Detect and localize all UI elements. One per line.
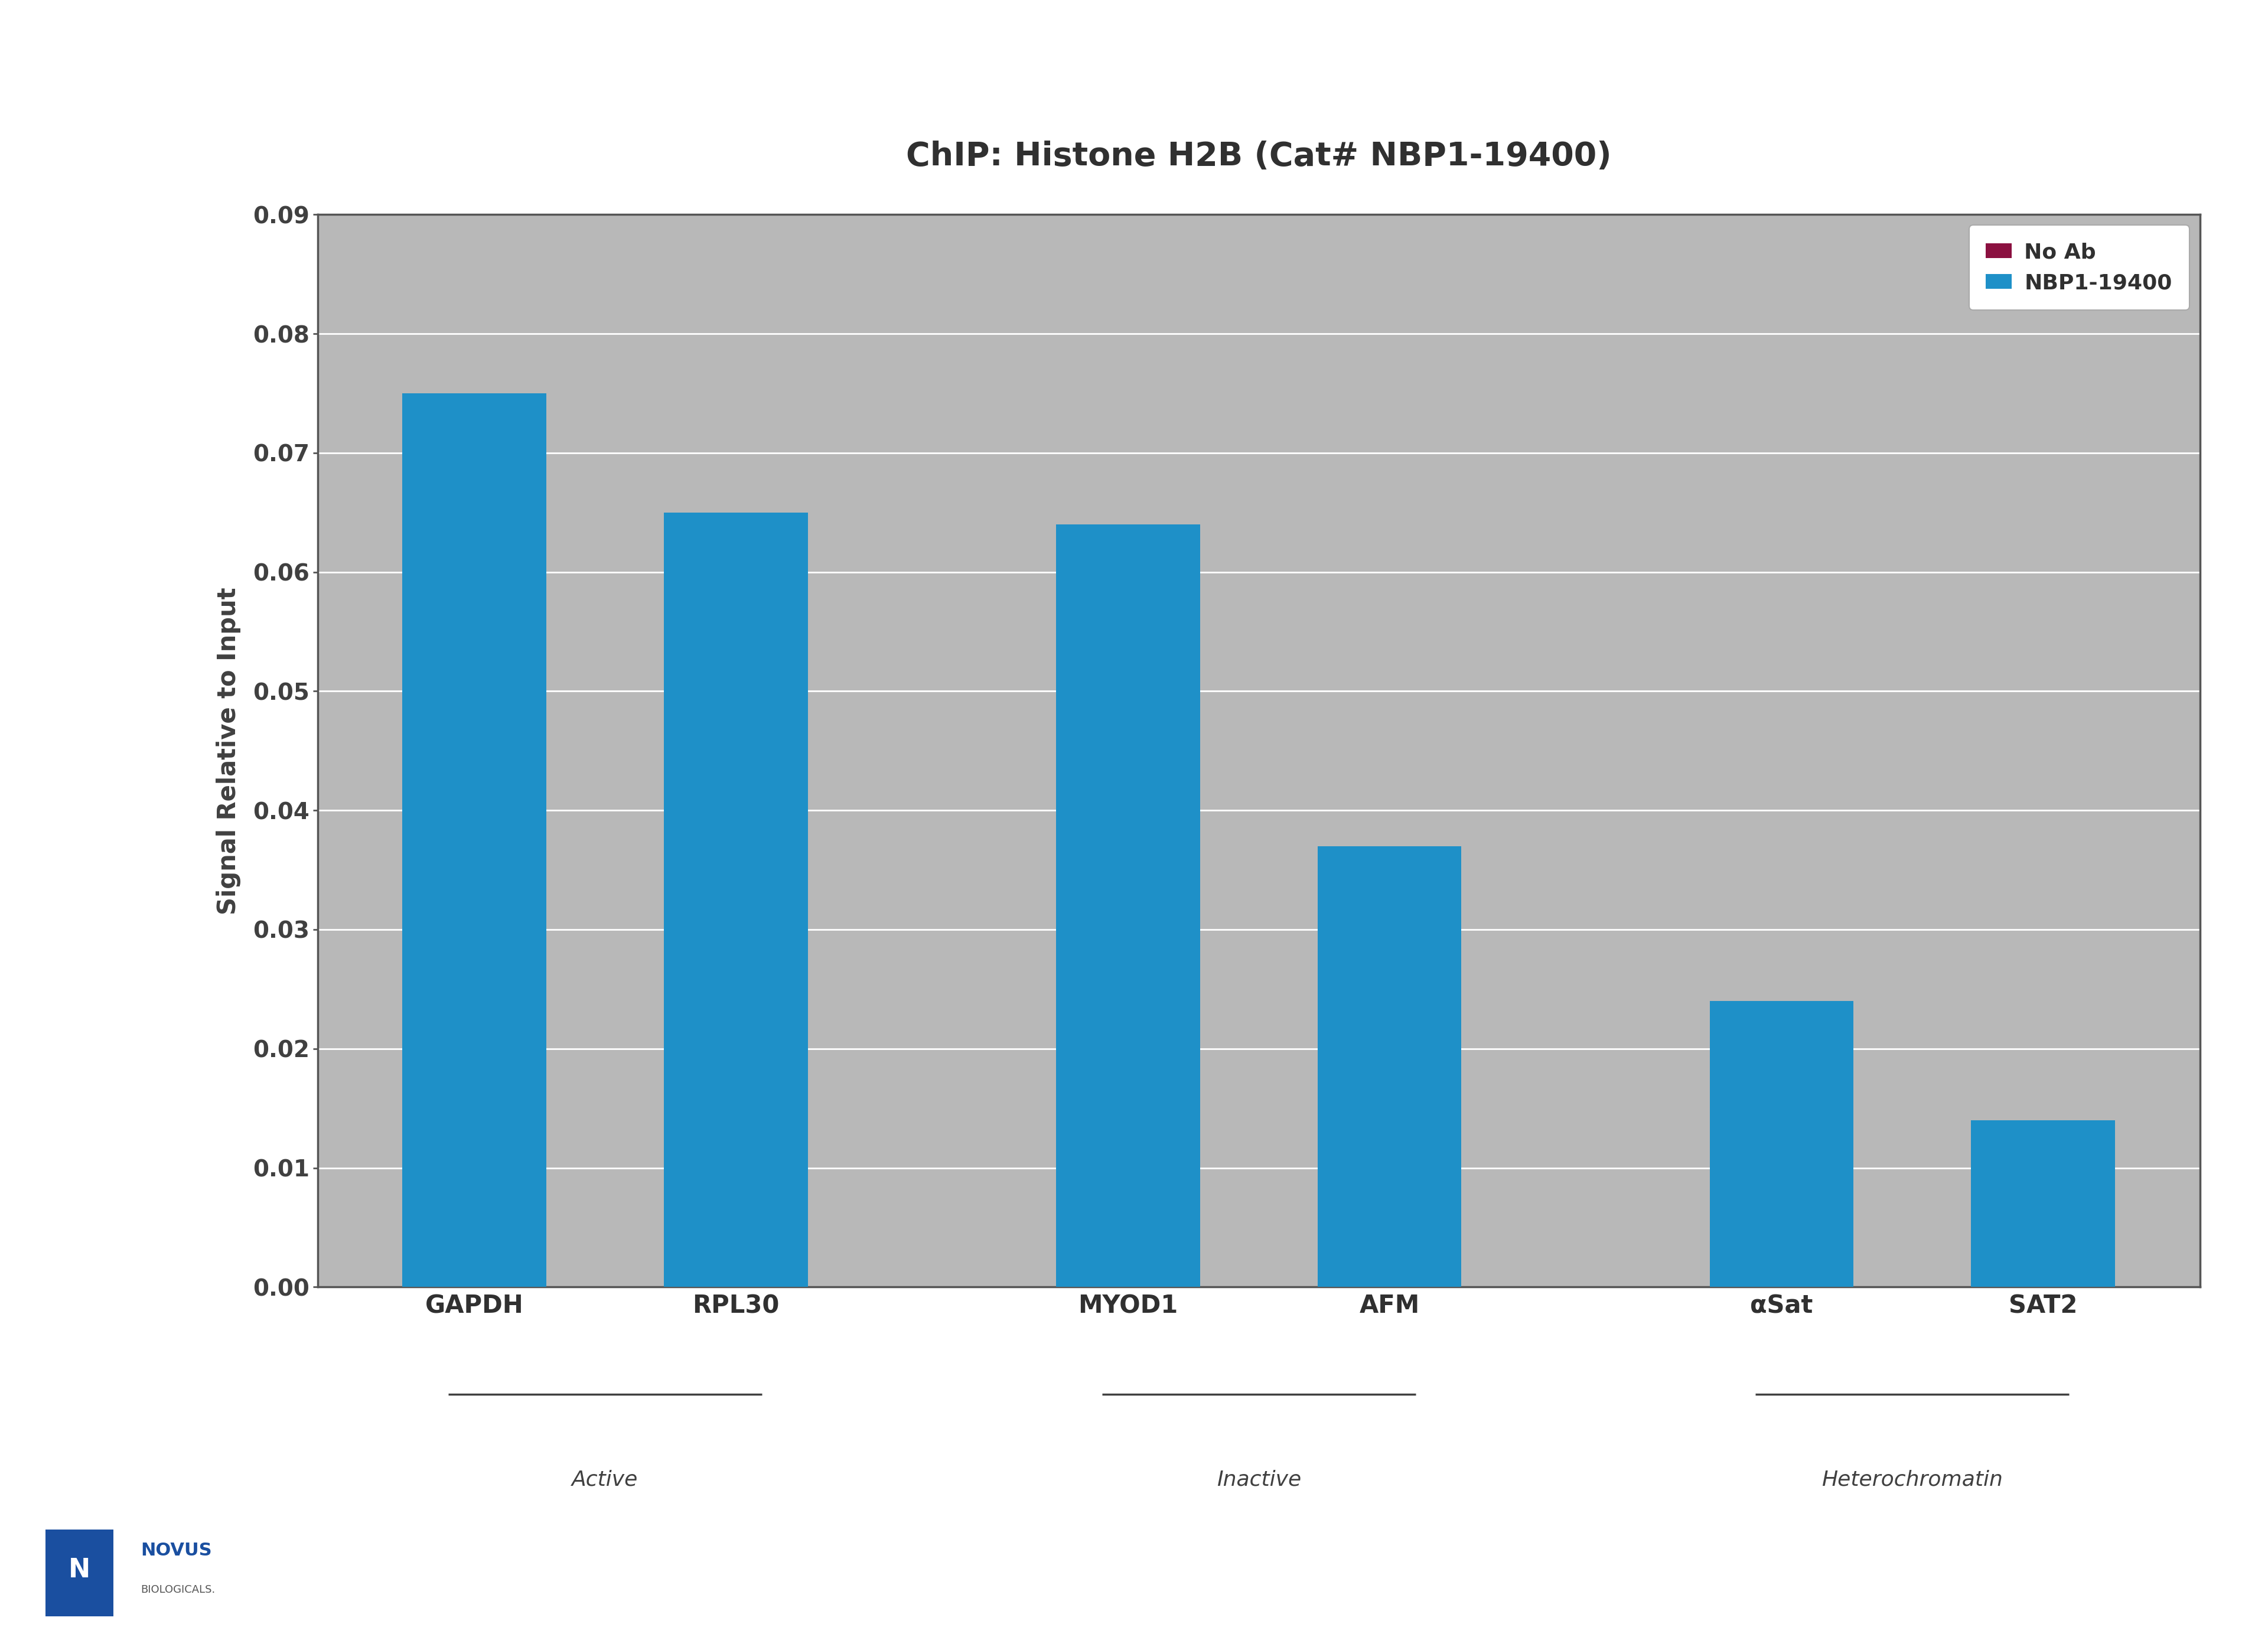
Bar [1057,1277,1200,1287]
Bar [1710,1002,1853,1287]
Text: NOVUS: NOVUS [141,1541,211,1559]
Bar [1318,1277,1461,1287]
Y-axis label: Signal Relative to Input: Signal Relative to Input [215,587,240,914]
Bar [665,513,807,1287]
Text: N: N [68,1558,91,1582]
Text: Inactive: Inactive [1216,1470,1302,1490]
Bar [1971,1277,2116,1287]
Bar [401,1277,547,1287]
Bar [665,1277,807,1287]
Legend: No Ab, NBP1-19400: No Ab, NBP1-19400 [1969,224,2189,310]
Text: Heterochromatin: Heterochromatin [1821,1470,2003,1490]
Text: BIOLOGICALS.: BIOLOGICALS. [141,1584,215,1596]
Bar [1971,1120,2116,1287]
Bar [1710,1277,1853,1287]
Text: ChIP: Histone H2B (Cat# NBP1-19400): ChIP: Histone H2B (Cat# NBP1-19400) [905,140,1613,173]
Bar [45,1530,113,1617]
Bar [1318,846,1461,1287]
Text: Active: Active [572,1470,637,1490]
Bar [401,393,547,1287]
Bar [1057,525,1200,1287]
